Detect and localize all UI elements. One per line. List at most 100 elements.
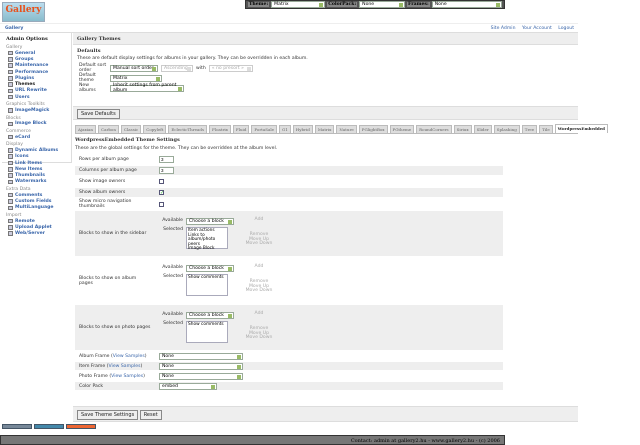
sidebar-item-watermarks[interactable]: Watermarks [6, 179, 67, 185]
selected-block-item[interactable]: Show comments [188, 322, 224, 327]
tab-nature[interactable]: Nature [336, 125, 357, 133]
default-theme-select[interactable]: Matrix [110, 74, 162, 82]
sidebar-item-image-block[interactable]: Image Block [6, 121, 67, 127]
tab-g1[interactable]: G1 [279, 125, 291, 133]
sort-order-select[interactable]: Manual sort order [110, 64, 158, 72]
micro-nav-checkbox[interactable] [159, 201, 164, 207]
photo-move-down-button[interactable]: Move Down [245, 335, 273, 341]
sidebar-item-label: Themes [15, 82, 36, 88]
columns-per-page-input[interactable] [159, 167, 174, 174]
sidebar-item-web-server[interactable]: Web/Server [6, 231, 67, 237]
sidebar-item-new-items[interactable]: New Items [6, 166, 67, 172]
album-move-down-button[interactable]: Move Down [245, 288, 273, 294]
sidebar-remove-button[interactable]: Remove [249, 232, 269, 237]
gallery-badge[interactable] [34, 424, 64, 429]
tab-floatrix[interactable]: Floatrix [209, 125, 231, 133]
tab-ajaxian[interactable]: Ajaxian [75, 125, 97, 133]
sidebar-item-custom-fields[interactable]: Custom Fields [6, 198, 67, 204]
donate-badge[interactable] [66, 424, 96, 429]
tab-copyleft[interactable]: Copyleft [143, 125, 167, 133]
sidebar-item-dynamic-albums[interactable]: Dynamic Albums [6, 147, 67, 153]
reset-button[interactable]: Reset [139, 410, 162, 420]
sidebar-item-themes[interactable]: Themes [6, 81, 67, 87]
tab-wordpressembedded[interactable]: WordpressEmbedded [554, 123, 608, 133]
show-image-owners-checkbox[interactable] [159, 179, 164, 184]
show-album-owners-checkbox[interactable]: ✓ [159, 190, 165, 196]
tab-pglightbox[interactable]: PGlightBox [358, 125, 388, 133]
item-frame-select[interactable]: None [159, 362, 243, 370]
photo-frame-select[interactable]: None [159, 372, 243, 380]
new-albums-select[interactable]: Inherit settings from parent album [110, 83, 184, 93]
photo-available-select[interactable]: Choose a block [186, 312, 234, 319]
tab-tree[interactable]: Tree [521, 125, 538, 133]
tab-eclecticthreads[interactable]: EclecticThreads [168, 125, 208, 133]
photo-frame-view-samples[interactable]: View Samples [111, 373, 144, 379]
theme-select[interactable]: Matrix [271, 1, 326, 8]
sidebar-item-users[interactable]: Users [6, 94, 67, 100]
tab-hybrid[interactable]: Hybrid [292, 125, 313, 133]
photo-move-up-button[interactable]: Move Up [248, 330, 270, 336]
tab-tile[interactable]: Tile [539, 125, 553, 133]
save-theme-settings-button[interactable]: Save Theme Settings [77, 410, 139, 420]
album-frame-select[interactable]: None [159, 352, 243, 360]
album-add-button[interactable]: Add [254, 264, 264, 269]
sidebar-item-plugins[interactable]: Plugins [6, 75, 67, 81]
photo-selected-list[interactable]: Show comments [186, 321, 228, 343]
selected-block-item[interactable]: Show comments [188, 275, 224, 280]
item-frame-view-samples[interactable]: View Samples [108, 363, 141, 369]
tab-pgtheme[interactable]: PGtheme [389, 125, 415, 133]
album-blocks-label: Blocks to show on album pages [75, 257, 155, 305]
tab-roundcorners[interactable]: RoundCorners [416, 125, 452, 133]
gallery-logo[interactable]: Gallery [2, 2, 45, 22]
sidebar-item-maintenance[interactable]: Maintenance [6, 63, 67, 69]
sidebar-item-remote[interactable]: Remote [6, 218, 67, 224]
tab-classic[interactable]: Classic [120, 125, 142, 133]
sidebar-item-link-items[interactable]: Link Items [6, 160, 67, 166]
tab-fluid[interactable]: Fluid [232, 125, 250, 133]
sidebar-item-url-rewrite[interactable]: URL Rewrite [6, 88, 67, 94]
photo-add-button[interactable]: Add [254, 311, 264, 316]
sidebar-item-comments[interactable]: Comments [6, 192, 67, 198]
sidebar-item-label: Web/Server [15, 231, 46, 237]
tab-matrix[interactable]: Matrix [314, 125, 335, 133]
your-account-link[interactable]: Your Account [521, 26, 552, 31]
sidebar-move-down-button[interactable]: Move Down [245, 241, 273, 247]
album-available-select[interactable]: Choose a block [186, 265, 234, 272]
sidebar-item-thumbnails[interactable]: Thumbnails [6, 172, 67, 178]
sidebar-selected-list[interactable]: Item actions Links to album/photo peers Im… [186, 227, 228, 252]
validator-badge[interactable] [2, 424, 32, 429]
selected-block-item[interactable]: Links to album/photo peers [188, 232, 216, 247]
rows-per-page-input[interactable] [159, 155, 174, 163]
breadcrumb-gallery[interactable]: Gallery [5, 26, 24, 31]
album-selected-list[interactable]: Show comments [186, 274, 228, 296]
tab-portasale[interactable]: PortaSale [251, 125, 278, 133]
logout-link[interactable]: Logout [558, 26, 574, 31]
tab-splashing[interactable]: Splashing [493, 125, 520, 133]
selected-block-item[interactable]: Item actions [188, 228, 215, 233]
tab-carbon[interactable]: Carbon [98, 125, 119, 133]
sidebar-add-button[interactable]: Add [254, 217, 264, 222]
site-admin-link[interactable]: Site Admin [490, 26, 516, 31]
color-pack-select[interactable]: embed [159, 382, 217, 390]
sidebar-item-icons[interactable]: Icons [6, 154, 67, 160]
photo-remove-button[interactable]: Remove [249, 326, 269, 331]
sidebar-item-label: General [15, 50, 36, 56]
sidebar-item-upload-applet[interactable]: Upload Applet [6, 224, 67, 230]
sidebar-item-groups[interactable]: Groups [6, 56, 67, 62]
sidebar-available-select[interactable]: Choose a block [186, 218, 234, 225]
sidebar-item-general[interactable]: General [6, 50, 67, 56]
tab-slider[interactable]: Slider [473, 125, 492, 133]
sidebar-item-performance[interactable]: Performance [6, 69, 67, 75]
tab-siriux[interactable]: Siriux [453, 125, 472, 133]
album-remove-button[interactable]: Remove [249, 279, 269, 284]
sidebar-item-ecard[interactable]: eCard [6, 134, 67, 140]
sidebar-move-up-button[interactable]: Move Up [248, 236, 270, 242]
sidebar-item-imagemagick[interactable]: ImageMagick [6, 107, 67, 113]
album-move-up-button[interactable]: Move Up [248, 283, 270, 289]
selected-block-item[interactable]: Image Block [188, 246, 215, 252]
colorpack-select[interactable]: None [359, 1, 406, 8]
sidebar-item-multilanguage[interactable]: MultiLanguage [6, 205, 67, 211]
album-frame-view-samples[interactable]: View Samples [112, 353, 145, 359]
frames-select[interactable]: None [431, 1, 502, 8]
save-defaults-button[interactable]: Save Defaults [77, 109, 120, 119]
